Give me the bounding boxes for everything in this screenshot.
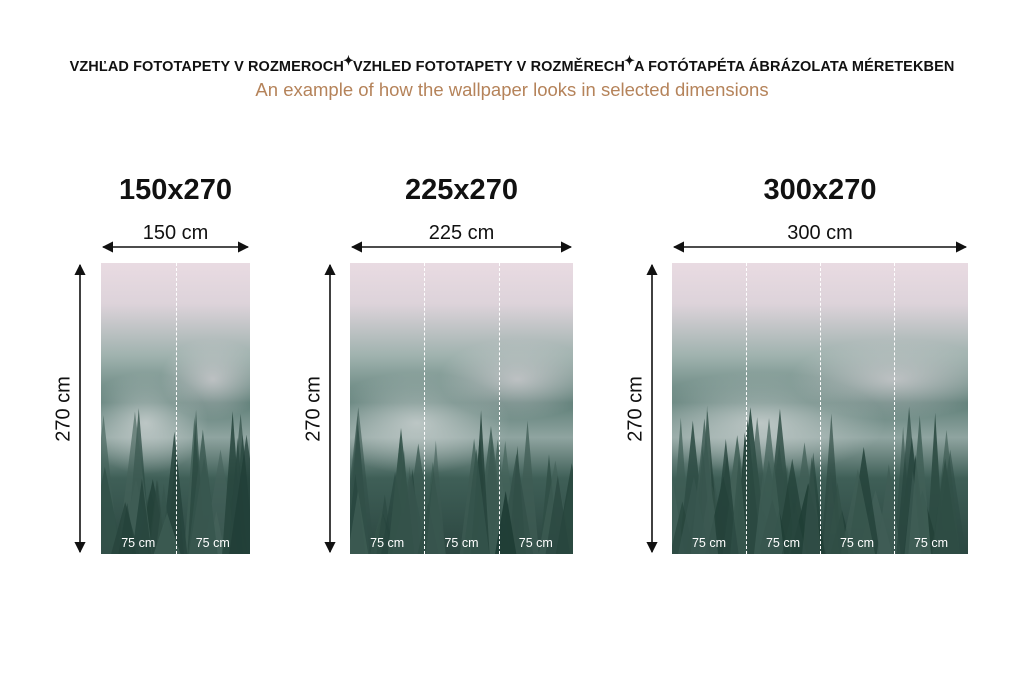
segment-width-label: 75 cm: [444, 536, 479, 550]
segment-width-label: 75 cm: [913, 536, 949, 550]
panel-divider: [498, 263, 500, 554]
segment-width-label: 75 cm: [765, 536, 801, 550]
panel-title: 225x270: [405, 174, 518, 206]
subtitle: An example of how the wallpaper looks in…: [255, 79, 769, 100]
sparkle-icon: ✦: [623, 53, 635, 68]
height-label: 270 cm: [302, 375, 325, 442]
panel-divider: [175, 263, 177, 554]
panel-divider: [424, 263, 426, 554]
panel-title: 300x270: [763, 174, 877, 206]
panel-divider: [746, 263, 747, 554]
segment-width-label: 75 cm: [691, 536, 727, 550]
multilingual-heading: VZHĽAD FOTOTAPETY V ROZMEROCH✦VZHLED FOT…: [0, 53, 1024, 75]
wallpaper-preview: 75 cm 75 cm 75 cm 75 cm: [672, 263, 968, 554]
forest-image: [672, 350, 968, 554]
height-label: 270 cm: [624, 375, 647, 442]
forest-image: [350, 350, 573, 554]
sparkle-icon: ✦: [342, 53, 354, 68]
heading-cz: VZHLED FOTOTAPETY V ROZMĚRECH: [352, 59, 625, 75]
wallpaper-preview: 75 cm 75 cm: [101, 263, 250, 554]
width-label: 225 cm: [426, 222, 497, 245]
width-label: 300 cm: [785, 222, 855, 245]
height-label: 270 cm: [52, 375, 75, 442]
segment-width-label: 75 cm: [518, 536, 553, 550]
segment-width-label: 75 cm: [370, 536, 405, 550]
segment-width-label: 75 cm: [839, 536, 875, 550]
segment-width-label: 75 cm: [195, 536, 230, 550]
panel-divider: [820, 263, 821, 554]
segment-width-label: 75 cm: [121, 536, 156, 550]
heading-hu: A FOTÓTAPÉTA ÁBRÁZOLATA MÉRETEKBEN: [633, 59, 955, 75]
panel-divider: [894, 263, 895, 554]
heading-sk: VZHĽAD FOTOTAPETY V ROZMEROCH: [69, 59, 344, 75]
wallpaper-preview: 75 cm 75 cm 75 cm: [350, 263, 573, 554]
width-label: 150 cm: [140, 222, 211, 245]
panel-title: 150x270: [119, 174, 232, 206]
forest-image: [101, 350, 250, 554]
